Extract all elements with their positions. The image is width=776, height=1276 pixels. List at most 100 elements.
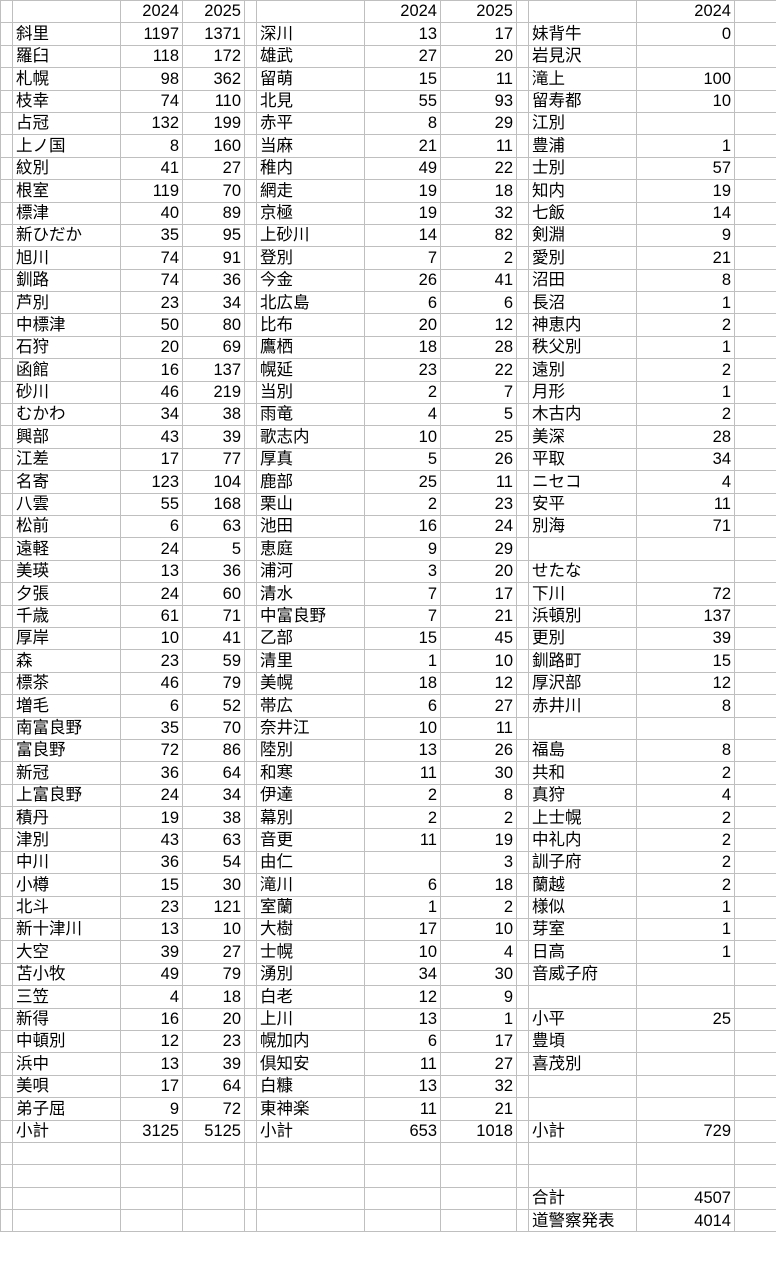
block2-name-cell[interactable]: 比布 — [256, 313, 365, 337]
block2-value-2025[interactable]: 26 — [440, 447, 517, 472]
block1-value-2025[interactable]: 38 — [182, 806, 245, 830]
block1-value-2025[interactable]: 72 — [182, 1097, 245, 1121]
block2-name-cell[interactable]: 中富良野 — [256, 604, 365, 628]
block3-name-cell[interactable]: 江別 — [528, 111, 637, 136]
block1-value-2024[interactable]: 43 — [120, 425, 183, 449]
block3-value-2024[interactable]: 15 — [636, 649, 735, 673]
block1-name-cell[interactable]: 美瑛 — [12, 559, 121, 584]
block1-name-cell[interactable]: 積丹 — [12, 806, 121, 830]
block3-value-2025[interactable]: 12 — [734, 134, 776, 158]
block2-value-2025[interactable]: 10 — [440, 649, 517, 673]
block1-name-cell[interactable]: 厚岸 — [12, 626, 121, 651]
block3-value-2025[interactable]: 1 — [734, 470, 776, 494]
block3-name-cell[interactable]: 小計 — [528, 1119, 637, 1143]
block2-name-cell[interactable]: 上川 — [256, 1007, 365, 1031]
block2-value-2025[interactable]: 19 — [440, 828, 517, 852]
block3-name-cell[interactable]: 留寿都 — [528, 89, 637, 113]
block3-value-2024[interactable] — [636, 716, 735, 740]
block1-value-2024[interactable]: 4 — [120, 985, 183, 1009]
block1-value-2024[interactable]: 16 — [120, 1007, 183, 1031]
block3-value-2024[interactable]: 1 — [636, 918, 735, 942]
block3-name-cell[interactable]: 木古内 — [528, 403, 637, 427]
block2-value-2024[interactable]: 26 — [364, 268, 441, 293]
block1-value-2025[interactable]: 362 — [182, 67, 245, 91]
block1-name-cell[interactable]: 弟子屈 — [12, 1097, 121, 1121]
block3-name-cell[interactable]: 小平 — [528, 1007, 637, 1031]
block2-value-2025[interactable]: 18 — [440, 179, 517, 203]
block3-value-2025[interactable]: 6 — [734, 895, 776, 920]
block3-name-cell[interactable]: 共和 — [528, 761, 637, 785]
block1-value-2025[interactable]: 172 — [182, 44, 245, 69]
block1-name-cell[interactable]: 芦別 — [12, 291, 121, 315]
block3-value-2025[interactable]: 95 — [734, 179, 776, 203]
block1-value-2025[interactable]: 20 — [182, 1007, 245, 1031]
block2-value-2024[interactable]: 49 — [364, 156, 441, 181]
block3-value-2024[interactable]: 2 — [636, 403, 735, 427]
block1-value-2025[interactable]: 39 — [182, 1052, 245, 1076]
block1-value-2024[interactable]: 119 — [120, 179, 183, 203]
block2-name-cell[interactable]: 鷹栖 — [256, 335, 365, 360]
block1-value-2025[interactable]: 52 — [182, 694, 245, 718]
block2-value-2024[interactable]: 13 — [364, 738, 441, 763]
block2-value-2025[interactable]: 11 — [440, 67, 517, 91]
block2-value-2025[interactable]: 5 — [440, 403, 517, 427]
block2-value-2025[interactable]: 82 — [440, 223, 517, 248]
block3-value-2025[interactable]: 167 — [734, 604, 776, 628]
block1-name-cell[interactable]: 美唄 — [12, 1074, 121, 1099]
block1-value-2025[interactable]: 60 — [182, 582, 245, 606]
block3-name-cell[interactable]: 滝上 — [528, 67, 637, 91]
block1-name-cell[interactable]: 紋別 — [12, 156, 121, 181]
block1-value-2025[interactable]: 219 — [182, 380, 245, 405]
block2-value-2024[interactable]: 17 — [364, 918, 441, 942]
block2-name-cell[interactable]: 上砂川 — [256, 223, 365, 248]
block3-value-2024[interactable]: 2 — [636, 828, 735, 852]
block2-value-2024[interactable]: 2 — [364, 806, 441, 830]
block2-value-2025[interactable]: 9 — [440, 985, 517, 1009]
block1-value-2024[interactable]: 40 — [120, 201, 183, 225]
block3-value-2025[interactable]: 8 — [734, 268, 776, 293]
block3-value-2024[interactable]: 10 — [636, 89, 735, 113]
grand-total-label[interactable]: 合計 — [528, 1186, 637, 1211]
block3-name-cell[interactable]: 沼田 — [528, 268, 637, 293]
block3-name-cell[interactable]: 豊頃 — [528, 1029, 637, 1054]
block1-value-2025[interactable]: 39 — [182, 425, 245, 449]
block2-name-cell[interactable]: 当別 — [256, 380, 365, 405]
block1-value-2025[interactable]: 121 — [182, 895, 245, 920]
block2-value-2024[interactable]: 6 — [364, 694, 441, 718]
block2-name-cell[interactable]: 帯広 — [256, 694, 365, 718]
block3-name-cell[interactable]: 神恵内 — [528, 313, 637, 337]
block2-value-2024[interactable]: 6 — [364, 873, 441, 897]
block1-value-2025[interactable]: 86 — [182, 738, 245, 763]
block3-value-2025[interactable]: 53 — [734, 582, 776, 606]
block1-value-2024[interactable]: 6 — [120, 694, 183, 718]
block3-name-cell[interactable] — [528, 985, 637, 1009]
block2-value-2024[interactable]: 11 — [364, 828, 441, 852]
block1-value-2024[interactable]: 35 — [120, 223, 183, 248]
grand-total-label[interactable] — [528, 1164, 637, 1188]
block3-value-2024[interactable] — [636, 1052, 735, 1076]
block2-value-2024[interactable]: 55 — [364, 89, 441, 113]
block2-name-cell[interactable]: 登別 — [256, 246, 365, 270]
grand-total-label[interactable]: 道警察発表 — [528, 1209, 637, 1233]
block2-value-2025[interactable]: 20 — [440, 44, 517, 69]
block1-value-2024[interactable]: 36 — [120, 850, 183, 875]
block3-name-cell[interactable]: 中礼内 — [528, 828, 637, 852]
block1-value-2024[interactable]: 24 — [120, 783, 183, 808]
block3-value-2025[interactable]: 119 — [734, 559, 776, 584]
block3-value-2024[interactable]: 34 — [636, 447, 735, 472]
block2-name-cell[interactable]: 栗山 — [256, 492, 365, 516]
block2-value-2025[interactable]: 11 — [440, 134, 517, 158]
block3-value-2025[interactable]: 0 — [734, 291, 776, 315]
block2-value-2024[interactable]: 10 — [364, 940, 441, 964]
block3-value-2025[interactable]: 2 — [734, 761, 776, 785]
block2-name-cell[interactable]: 赤平 — [256, 111, 365, 136]
block1-value-2025[interactable]: 77 — [182, 447, 245, 472]
block2-value-2025[interactable]: 93 — [440, 89, 517, 113]
block3-value-2025[interactable]: 5 — [734, 1029, 776, 1054]
block2-name-cell[interactable]: 士幌 — [256, 940, 365, 964]
block3-name-cell[interactable]: 上士幌 — [528, 806, 637, 830]
block1-value-2025[interactable]: 91 — [182, 246, 245, 270]
block3-value-2025[interactable]: 36 — [734, 201, 776, 225]
block2-value-2025[interactable]: 8 — [440, 783, 517, 808]
block3-name-cell[interactable]: 浜頓別 — [528, 604, 637, 628]
